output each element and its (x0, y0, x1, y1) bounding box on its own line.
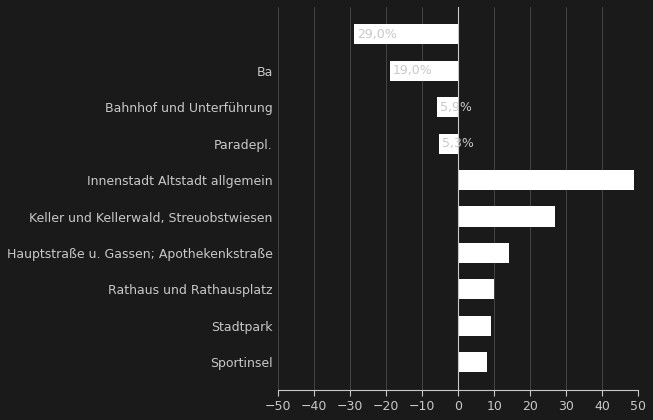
Bar (458, 207, 555, 226)
Text: 5,9%: 5,9% (440, 101, 471, 114)
Bar (439, 134, 458, 154)
Bar (458, 243, 509, 263)
Bar (458, 170, 635, 190)
Text: 5,3%: 5,3% (442, 137, 474, 150)
Text: 19,0%: 19,0% (392, 64, 432, 77)
Bar (458, 316, 490, 336)
Bar (437, 97, 458, 117)
Text: 29,0%: 29,0% (357, 28, 396, 41)
Bar (458, 352, 487, 372)
Bar (354, 24, 458, 45)
Bar (390, 61, 458, 81)
Bar (458, 279, 494, 299)
